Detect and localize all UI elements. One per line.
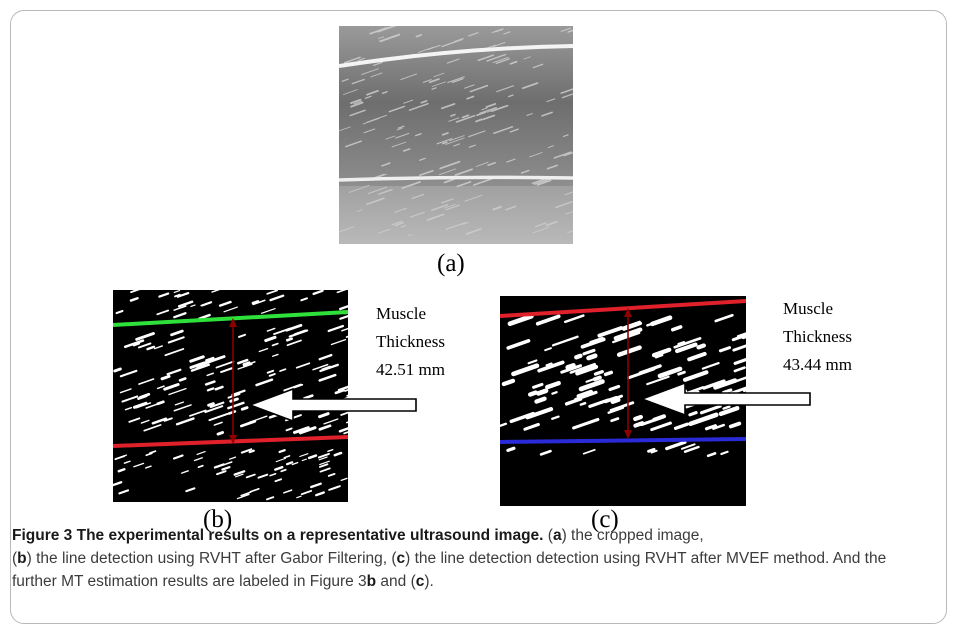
ultrasound-image-b <box>113 290 348 502</box>
caption-text: ) the line detection using RVHT after Ga… <box>26 550 397 567</box>
panel-label-a: (a) <box>437 250 465 277</box>
figure-caption: Figure 3 The experimental results on a r… <box>12 524 927 593</box>
panel-label-b: (b) <box>203 506 233 533</box>
caption-text: ( <box>543 527 553 544</box>
caption-text: ( <box>12 550 18 567</box>
caption-ref: c <box>415 573 425 590</box>
annotation-value: 43.44 mm <box>783 355 852 374</box>
caption-ref: b <box>366 573 377 590</box>
pointer-arrow-c <box>640 382 812 416</box>
lower-aponeurosis-line <box>113 435 348 448</box>
caption-text: ) the cropped image, <box>561 527 704 544</box>
caption-text: ) the line detection detection using RVH… <box>12 550 887 590</box>
lower-aponeurosis-line <box>500 437 746 444</box>
annotation-line: Thickness <box>376 332 445 351</box>
annotation-line: Thickness <box>783 327 852 346</box>
annotation-line: Muscle <box>783 299 834 318</box>
caption-ref: b <box>17 550 27 567</box>
pointer-arrow-b <box>248 388 418 422</box>
caption-ref: a <box>552 527 562 544</box>
thickness-annotation-b: Muscle Thickness 42.51 mm <box>376 300 445 384</box>
caption-text: and ( <box>376 573 416 590</box>
caption-ref: c <box>396 550 406 567</box>
caption-text: ). <box>424 573 434 590</box>
annotation-line: Muscle <box>376 304 427 323</box>
thickness-annotation-c: Muscle Thickness 43.44 mm <box>783 295 852 379</box>
upper-aponeurosis-line <box>113 310 348 327</box>
panel-label-c: (c) <box>591 506 619 533</box>
upper-aponeurosis-line <box>500 299 746 318</box>
caption-title: Figure 3 The experimental results on a r… <box>12 527 544 544</box>
annotation-value: 42.51 mm <box>376 360 445 379</box>
ultrasound-image-a <box>339 26 573 244</box>
